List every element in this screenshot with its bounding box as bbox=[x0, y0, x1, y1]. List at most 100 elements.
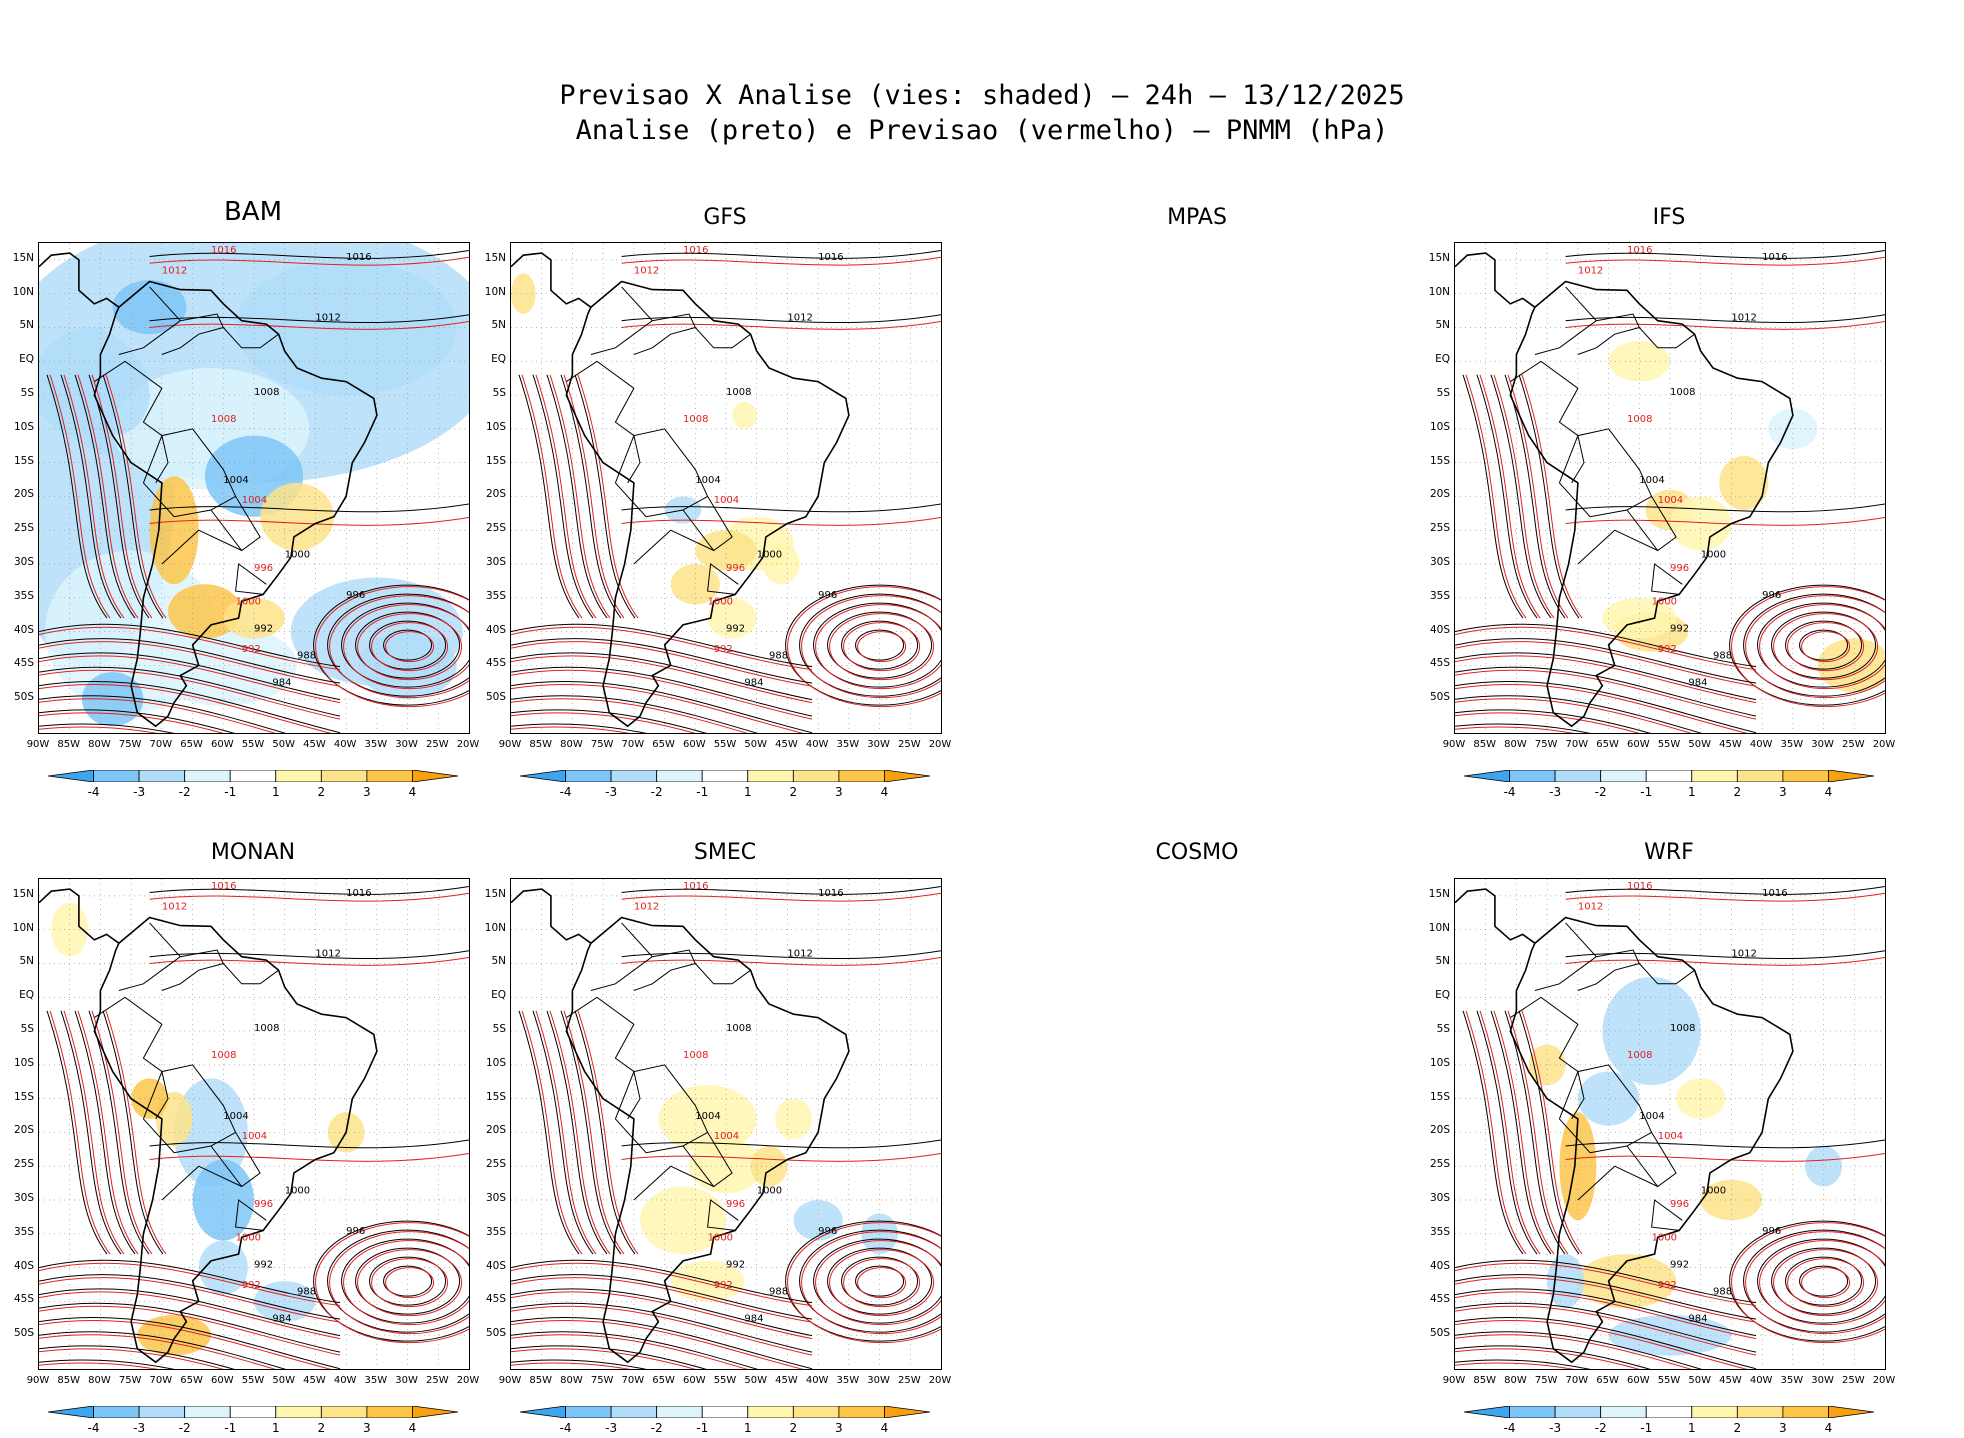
analysis-isobar bbox=[39, 1302, 341, 1353]
map-canvas: 1016 1012 1008 1004 1000 996 992 988 984 1016 1012… bbox=[511, 879, 941, 1369]
forecast-isobar bbox=[1565, 516, 1885, 526]
analysis-isobar bbox=[1490, 1010, 1552, 1255]
forecast-isobar bbox=[549, 1010, 611, 1255]
analysis-isobar bbox=[1743, 1229, 1885, 1333]
forecast-contour-label: 1004 bbox=[242, 1131, 267, 1142]
analysis-isobar bbox=[149, 886, 469, 895]
forecast-isobar bbox=[1565, 956, 1885, 966]
latitude-label: 15N bbox=[12, 887, 34, 900]
forecast-contour-label: 1000 bbox=[1652, 597, 1677, 608]
longitude-label: 30W bbox=[395, 739, 418, 750]
bias-patch bbox=[1700, 1179, 1763, 1221]
longitude-label: 50W bbox=[1688, 1375, 1712, 1386]
analysis-isobar bbox=[383, 629, 433, 661]
country-border bbox=[222, 327, 279, 349]
longitude-label: 35W bbox=[364, 739, 388, 750]
analysis-isobar bbox=[621, 950, 941, 960]
forecast-contour-label: 1004 bbox=[714, 1131, 739, 1142]
forecast-isobar bbox=[39, 1334, 276, 1369]
colorbar-tick-label: -1 bbox=[696, 1421, 709, 1435]
longitude-label: 65W bbox=[1596, 739, 1619, 750]
bias-patch bbox=[670, 564, 720, 605]
forecast-isobar bbox=[511, 626, 813, 671]
longitude-label: 60W bbox=[682, 1375, 706, 1386]
colorbar-tick-label: 1 bbox=[743, 1421, 752, 1435]
analysis-contour-label: 1000 bbox=[285, 1185, 310, 1196]
forecast-isobar bbox=[521, 1010, 583, 1255]
longitude-label: 70W bbox=[621, 1375, 645, 1386]
analysis-contour-label: 996 bbox=[818, 1226, 837, 1237]
analysis-isobar bbox=[1455, 1331, 1703, 1369]
forecast-contour-label: 1000 bbox=[708, 1233, 733, 1244]
forecast-contour-label: 992 bbox=[714, 1280, 733, 1291]
forecast-isobar bbox=[1745, 595, 1885, 699]
country-border bbox=[1510, 360, 1585, 484]
latitude-label: 5N bbox=[19, 955, 34, 968]
forecast-isobar bbox=[385, 631, 435, 663]
forecast-isobar bbox=[1773, 1249, 1879, 1317]
analysis-isobar bbox=[88, 374, 150, 619]
longitude-label: 45W bbox=[775, 739, 798, 750]
longitude-label: 55W bbox=[241, 1375, 265, 1386]
bias-patch bbox=[658, 1085, 757, 1153]
colorbar-segment bbox=[1509, 1406, 1556, 1418]
analysis-isobar bbox=[1455, 666, 1757, 717]
coastline bbox=[511, 888, 592, 944]
colorbar-segment bbox=[565, 1406, 612, 1418]
forecast-isobar bbox=[39, 1291, 341, 1340]
analysis-isobar bbox=[1785, 1256, 1863, 1306]
analysis-isobar bbox=[518, 374, 580, 619]
latitude-label: 10N bbox=[1428, 921, 1450, 934]
analysis-isobar bbox=[511, 1359, 647, 1369]
forecast-isobar bbox=[39, 683, 332, 733]
colorbar-segment bbox=[1464, 770, 1510, 782]
longitude-label: 40W bbox=[333, 739, 357, 750]
forecast-isobar bbox=[621, 516, 941, 526]
latitude-label: 20S bbox=[1429, 488, 1450, 501]
latitude-label: 10S bbox=[13, 420, 34, 433]
analysis-contour-label: 1004 bbox=[223, 1111, 248, 1122]
forecast-isobar bbox=[577, 1010, 639, 1255]
analysis-contour-label: 992 bbox=[726, 1260, 745, 1271]
country-border bbox=[1510, 996, 1585, 1120]
latitude-label: 45S bbox=[1429, 1293, 1450, 1306]
colorbar-tick-label: 3 bbox=[835, 785, 843, 799]
forecast-contour-label: 996 bbox=[1670, 1199, 1689, 1210]
longitude-label: 55W bbox=[241, 739, 265, 750]
analysis-contour-label: 1004 bbox=[1639, 475, 1664, 486]
analysis-isobar bbox=[1771, 611, 1877, 679]
bias-patch bbox=[1719, 455, 1769, 510]
forecast-contour-label: 1000 bbox=[708, 597, 733, 608]
contour-labels: 1016 1012 1008 1004 1000 996 992 988 984 1016 1012… bbox=[162, 245, 372, 689]
longitude-label: 50W bbox=[744, 739, 768, 750]
analysis-isobar bbox=[39, 695, 287, 733]
bias-patch bbox=[1577, 1254, 1677, 1309]
latitude-label: 5N bbox=[19, 319, 34, 332]
colorbar-segment bbox=[184, 770, 231, 782]
latitude-label: 15S bbox=[485, 454, 506, 467]
forecast-isobar bbox=[371, 622, 449, 672]
colorbar-segment bbox=[1691, 770, 1738, 782]
colorbar-segment bbox=[48, 770, 94, 782]
forecast-isobar bbox=[1455, 1348, 1640, 1369]
longitude-label: 70W bbox=[1565, 739, 1589, 750]
colorbar-tick-label: 2 bbox=[317, 785, 326, 799]
longitude-label: 60W bbox=[1626, 1375, 1650, 1386]
longitude-label: 75W bbox=[1534, 739, 1558, 750]
analysis-isobar bbox=[39, 652, 341, 701]
longitude-label: 25W bbox=[1841, 739, 1865, 750]
longitude-label: 40W bbox=[1749, 1375, 1773, 1386]
colorbar-tick-label: -4 bbox=[87, 1421, 100, 1435]
colorbar-tick-label: 2 bbox=[789, 1421, 798, 1435]
colorbar-tick-label: -2 bbox=[1594, 785, 1607, 799]
country-border bbox=[1534, 922, 1598, 991]
latitude-label: 5S bbox=[492, 1023, 506, 1036]
latitude-label: 25S bbox=[13, 522, 34, 535]
colorbar-segment bbox=[1828, 770, 1874, 782]
country-border bbox=[633, 529, 714, 565]
analysis-contour-label: 988 bbox=[297, 651, 316, 662]
longitude-label: 85W bbox=[57, 1375, 81, 1386]
panel-title-cosmo: COSMO bbox=[1155, 840, 1239, 865]
analysis-isobar bbox=[518, 1010, 580, 1255]
forecast-isobar bbox=[39, 1319, 332, 1369]
